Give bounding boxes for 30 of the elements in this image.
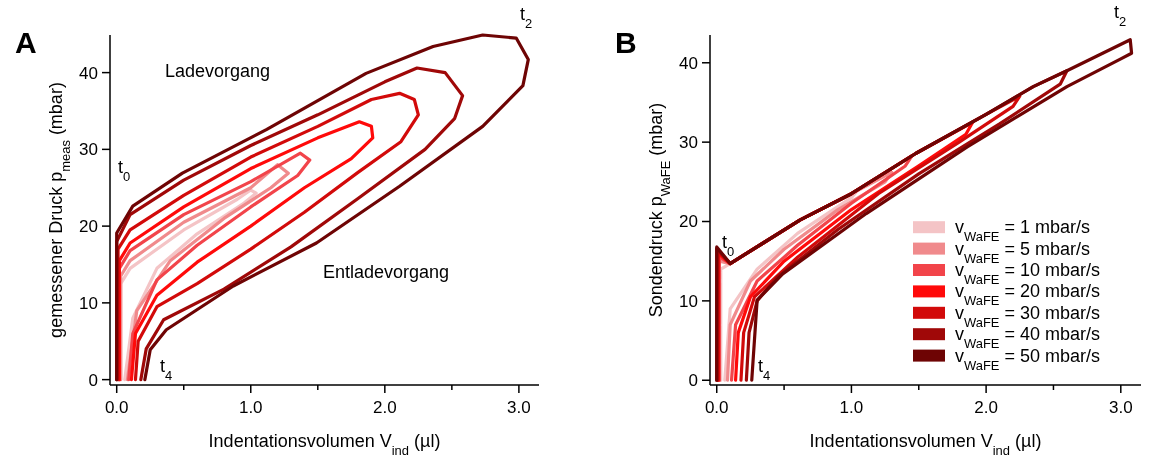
x-tick-label: 1.0 — [238, 398, 263, 417]
y-tick-label: 40 — [79, 63, 98, 83]
annotation: t$_{4}$ — [758, 356, 771, 383]
y-tick-label: 20 — [79, 217, 98, 237]
x-tick-label: 0.0 — [104, 398, 129, 417]
text: t$_{2}$ — [520, 4, 533, 31]
annotation: Ladevorgang — [165, 61, 271, 81]
x-axis-title: Indentationsvolumen V$_{ind}$ (µl) — [208, 431, 441, 458]
annotation: t$_{4}$ — [160, 356, 173, 383]
x-tick-label: 3.0 — [507, 398, 531, 417]
annotation: t$_{0}$ — [722, 232, 735, 259]
y-tick-label: 10 — [79, 293, 98, 313]
y-tick-label: 30 — [679, 133, 698, 153]
y-tick-label: 10 — [679, 291, 698, 311]
annotation: Entladevorgang — [323, 262, 450, 282]
x-tick-label: 0.0 — [704, 398, 729, 417]
chart-title: B — [615, 26, 637, 59]
annotation: t$_{0}$ — [118, 157, 131, 184]
chart-title: A — [15, 26, 37, 59]
y-tick-label: 20 — [679, 212, 698, 232]
y-tick-label: 0 — [88, 370, 98, 390]
x-tick-label: 2.0 — [373, 398, 397, 417]
x-tick-label: 3.0 — [1108, 398, 1133, 417]
x-tick-label: 2.0 — [974, 398, 998, 417]
text: t$_{2}$ — [1114, 2, 1127, 29]
x-tick-label: 1.0 — [839, 398, 864, 417]
y-tick-label: 0 — [688, 371, 698, 391]
x-axis-title: Indentationsvolumen V$_{ind}$ (µl) — [809, 431, 1042, 458]
y-tick-label: 40 — [679, 53, 698, 73]
y-tick-label: 30 — [79, 140, 98, 160]
